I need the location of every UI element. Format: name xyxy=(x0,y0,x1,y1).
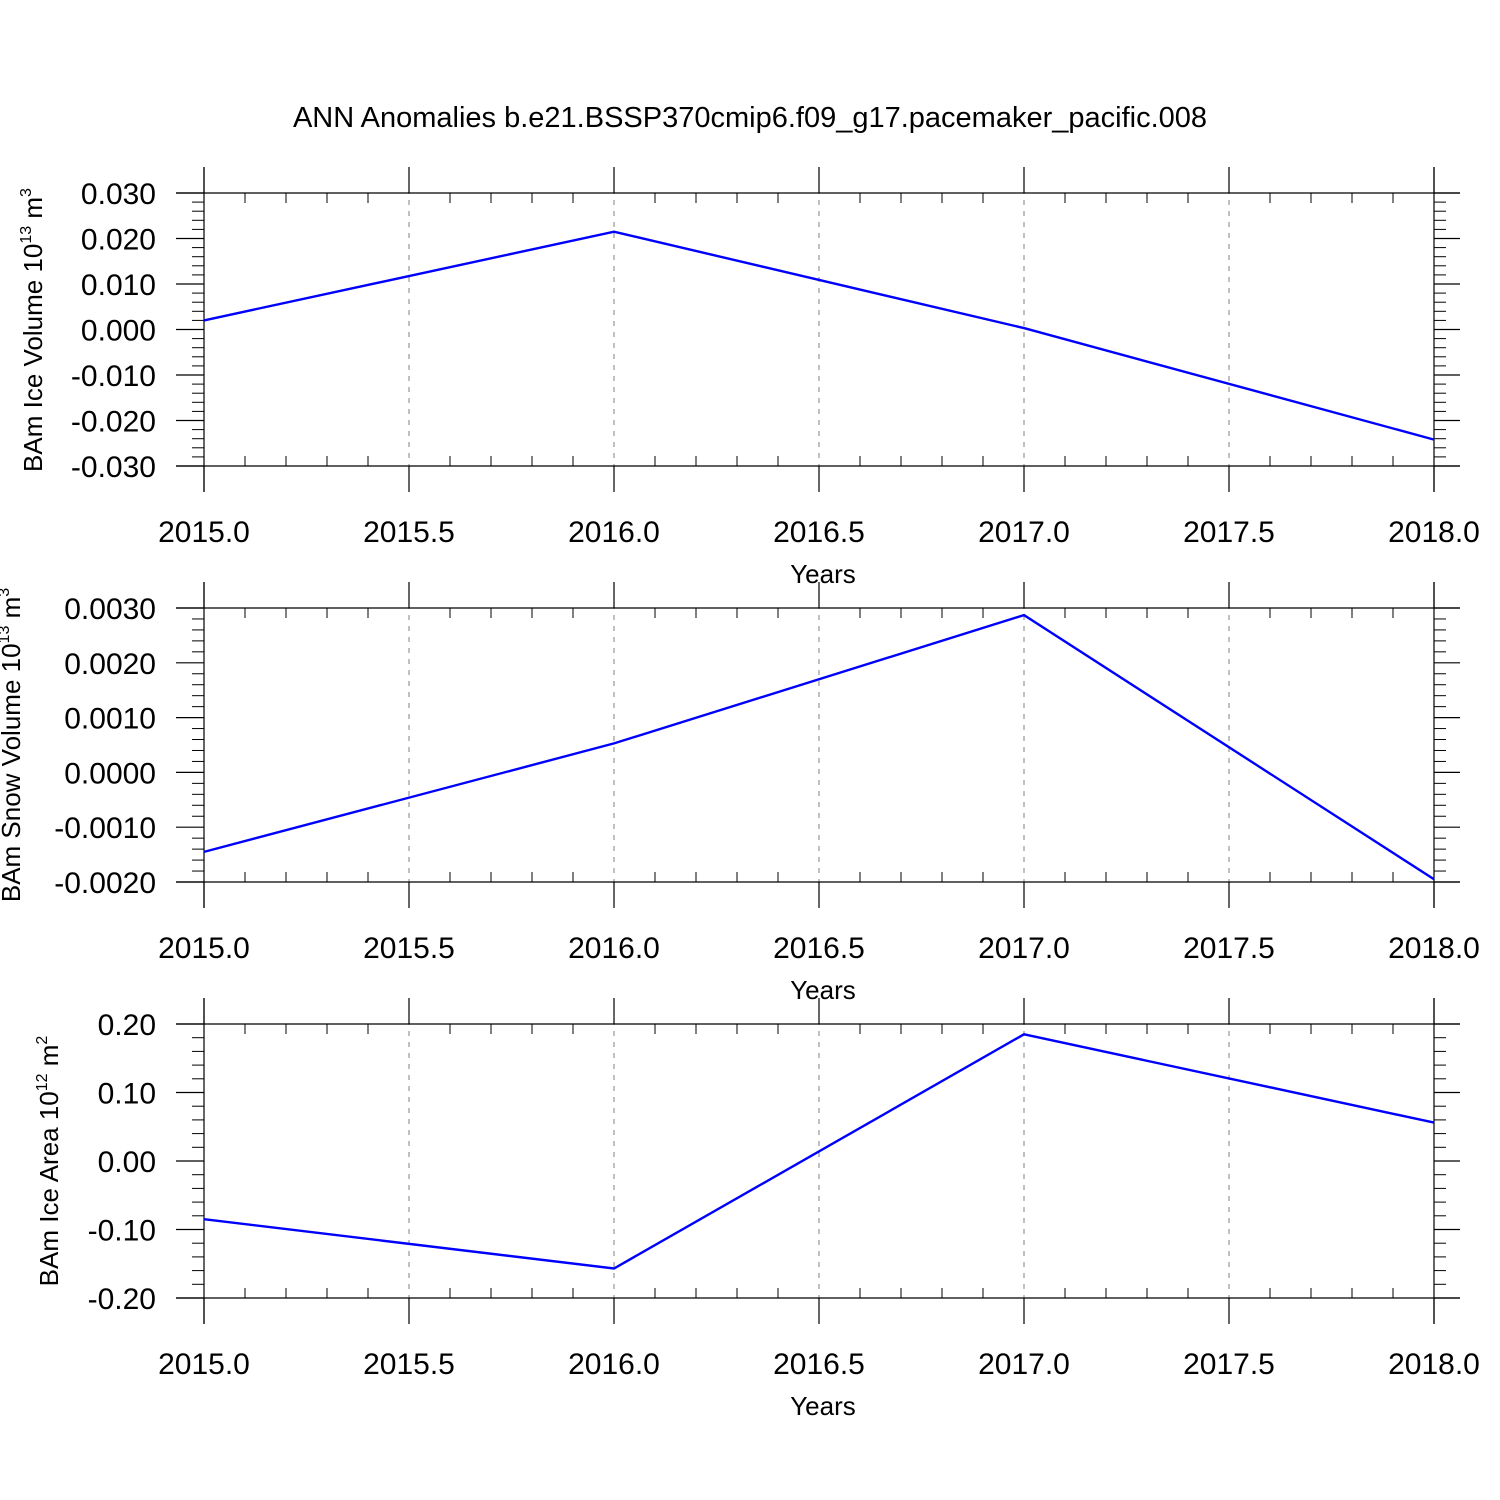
x-tick-label: 2016.5 xyxy=(773,516,865,549)
x-tick-label: 2017.0 xyxy=(978,932,1070,965)
y-tick-label: 0.030 xyxy=(81,178,156,211)
x-tick-label: 2017.5 xyxy=(1183,1348,1275,1381)
y-axis-label: BAm Ice Area 1012 m2 xyxy=(34,1036,64,1287)
x-tick-label: 2017.5 xyxy=(1183,516,1275,549)
x-tick-label: 2016.5 xyxy=(773,1348,865,1381)
y-tick-label: 0.0020 xyxy=(64,648,156,681)
x-tick-label: 2018.0 xyxy=(1388,1348,1480,1381)
x-axis-label: Years xyxy=(790,975,856,1005)
y-tick-label: -0.010 xyxy=(71,360,156,393)
y-axis-label: BAm Ice Volume 1013 m3 xyxy=(18,188,48,472)
y-axis-label: BAm Snow Volume 1013 m3 xyxy=(0,588,26,902)
x-tick-label: 2017.5 xyxy=(1183,932,1275,965)
y-tick-label: 0.00 xyxy=(98,1146,156,1179)
y-tick-label: 0.0030 xyxy=(64,593,156,626)
y-tick-label: -0.0010 xyxy=(54,812,156,845)
y-tick-label: 0.000 xyxy=(81,315,156,348)
y-tick-label: 0.0000 xyxy=(64,757,156,790)
y-tick-label: -0.020 xyxy=(71,406,156,439)
x-tick-label: 2015.0 xyxy=(158,1348,250,1381)
series-line xyxy=(203,1033,1435,1270)
x-axis-label: Years xyxy=(790,1391,856,1421)
x-tick-label: 2017.0 xyxy=(978,1348,1070,1381)
series-line xyxy=(203,613,1435,881)
x-tick-label: 2015.5 xyxy=(363,516,455,549)
x-tick-label: 2015.0 xyxy=(158,516,250,549)
page-title: ANN Anomalies b.e21.BSSP370cmip6.f09_g17… xyxy=(292,102,1208,134)
y-tick-label: 0.020 xyxy=(81,224,156,257)
x-tick-label: 2018.0 xyxy=(1388,516,1480,549)
x-tick-label: 2016.0 xyxy=(568,932,660,965)
chart-panel-1: 0.0300.0200.0100.000-0.010-0.020-0.03020… xyxy=(18,167,1480,589)
x-tick-label: 2018.0 xyxy=(1388,932,1480,965)
y-tick-label: 0.10 xyxy=(98,1078,156,1111)
y-tick-label: -0.0020 xyxy=(54,867,156,900)
chart-panel-2: 0.00300.00200.00100.0000-0.0010-0.002020… xyxy=(0,582,1480,1005)
x-axis-label: Years xyxy=(790,559,856,589)
x-tick-label: 2015.5 xyxy=(363,932,455,965)
y-tick-label: -0.20 xyxy=(88,1283,156,1316)
x-tick-label: 2015.0 xyxy=(158,932,250,965)
x-tick-label: 2017.0 xyxy=(978,516,1070,549)
y-tick-label: 0.010 xyxy=(81,269,156,302)
x-tick-label: 2016.0 xyxy=(568,516,660,549)
x-tick-label: 2015.5 xyxy=(363,1348,455,1381)
x-tick-label: 2016.0 xyxy=(568,1348,660,1381)
y-tick-label: 0.20 xyxy=(98,1009,156,1042)
y-tick-label: 0.0010 xyxy=(64,703,156,736)
series-line xyxy=(203,230,1435,441)
y-tick-label: -0.030 xyxy=(71,451,156,484)
y-tick-label: -0.10 xyxy=(88,1215,156,1248)
x-tick-label: 2016.5 xyxy=(773,932,865,965)
